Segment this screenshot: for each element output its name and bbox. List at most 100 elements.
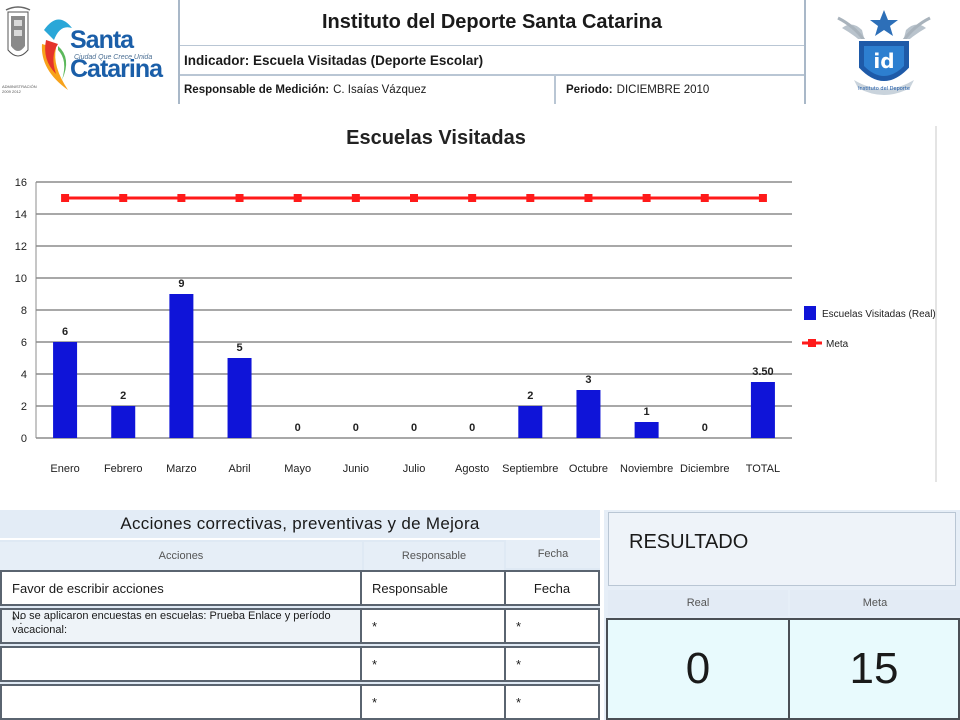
accion-bullet-1: * : xyxy=(12,615,23,627)
responsable-value: C. Isaías Vázquez xyxy=(333,84,427,96)
responsable-cell-1[interactable]: * xyxy=(360,608,506,644)
instituto-deporte-logo-area: id Instituto del Deporte xyxy=(804,0,960,104)
x-tick-label-7: Agosto xyxy=(455,463,489,475)
y-tick-label-0: 0 xyxy=(21,433,27,445)
x-tick-label-6: Julio xyxy=(403,463,426,475)
municipal-crest-icon xyxy=(5,6,31,57)
bar-label-6: 0 xyxy=(411,422,417,434)
meta-point-6 xyxy=(410,194,418,202)
x-tick-label-11: Diciembre xyxy=(680,463,730,475)
meta-point-12 xyxy=(758,194,767,202)
x-tick-label-10: Noviembre xyxy=(620,463,673,475)
instituto-deporte-logo-icon: id Instituto del Deporte xyxy=(837,10,931,95)
x-tick-label-3: Abril xyxy=(229,463,251,475)
bar-label-9: 3 xyxy=(585,374,591,386)
bar-2 xyxy=(169,294,194,438)
bar-label-1: 2 xyxy=(120,390,126,402)
chart-meta-line xyxy=(61,194,767,202)
accion-cell-1[interactable]: * : No se aplicaron encuestas en escuela… xyxy=(0,608,362,644)
resultado-title: RESULTADO xyxy=(629,531,749,553)
accion-cell-3[interactable] xyxy=(0,684,362,720)
chart-grid xyxy=(36,181,792,439)
indicator-label: Indicador: Escuela Visitadas (Deporte Es… xyxy=(180,46,804,76)
bar-12 xyxy=(750,382,775,438)
y-tick-label-7: 14 xyxy=(15,209,27,221)
resultado-title-box: RESULTADO xyxy=(608,512,956,586)
id-logo-caption: Instituto del Deporte xyxy=(858,86,910,92)
chart-title: Escuelas Visitadas xyxy=(346,127,526,149)
bar-label-10: 1 xyxy=(644,406,650,418)
acciones-panel: Acciones correctivas, preventivas y de M… xyxy=(0,510,600,720)
santa-catarina-logo-area: ADMINISTRACIÓN 2009 2012 Santa Catarina … xyxy=(0,0,180,104)
acciones-title: Acciones correctivas, preventivas y de M… xyxy=(0,510,600,540)
brand-name: Santa Catarina xyxy=(70,26,163,83)
meta-point-5 xyxy=(351,194,360,202)
meta-point-1 xyxy=(119,194,128,202)
real-header: Real xyxy=(608,590,788,616)
resultado-panel: RESULTADO Real Meta 0 15 xyxy=(604,510,960,720)
y-tick-label-4: 8 xyxy=(21,305,27,317)
legend-meta-marker xyxy=(808,339,816,347)
x-tick-label-9: Octubre xyxy=(569,463,608,475)
responsable-cell-3[interactable]: * xyxy=(360,684,506,720)
chart-x-axis: Enero Febrero Marzo Abril Mayo Junio Julio Agos… xyxy=(50,463,780,475)
fecha-cell-2[interactable]: * xyxy=(504,646,600,682)
x-tick-label-0: Enero xyxy=(50,463,79,475)
fecha-cell-0[interactable]: Fecha xyxy=(504,570,600,606)
chart-background xyxy=(0,112,960,490)
meta-point-2 xyxy=(177,194,186,202)
meta-point-3 xyxy=(235,194,244,202)
institute-title: Instituto del Deporte Santa Catarina xyxy=(180,0,804,46)
bar-label-7: 0 xyxy=(469,422,475,434)
bar-label-0: 6 xyxy=(62,326,68,338)
responsable-cell-0[interactable]: Responsable xyxy=(360,570,506,606)
bar-9 xyxy=(576,390,601,438)
legend-real-label: Escuelas Visitadas (Real) xyxy=(822,309,936,320)
responsable-col-header: Responsable xyxy=(364,542,504,570)
fecha-cell-3[interactable]: * xyxy=(504,684,600,720)
y-tick-label-3: 6 xyxy=(21,337,27,349)
chart-bars: 6 2 9 5 0 0 0 0 2 3 1 0 3.50 xyxy=(53,278,775,438)
y-tick-label-2: 4 xyxy=(21,369,27,381)
legend-real-swatch xyxy=(804,306,816,320)
bar-label-8: 2 xyxy=(527,390,533,402)
responsable-field: Responsable de Medición: C. Isaías Vázqu… xyxy=(180,76,556,104)
legend-meta-label: Meta xyxy=(826,339,849,350)
id-logo-letters: id xyxy=(873,49,894,73)
periodo-label: Periodo: xyxy=(566,84,613,96)
bar-label-12: 3.50 xyxy=(752,366,773,378)
fecha-col-header: Fecha xyxy=(506,540,600,568)
chart-y-axis: 0 2 4 6 8 10 12 14 16 xyxy=(15,177,37,445)
accion-cell-0[interactable]: Favor de escribir acciones xyxy=(0,570,362,606)
header-info: Instituto del Deporte Santa Catarina Ind… xyxy=(180,0,804,104)
periodo-value: DICIEMBRE 2010 xyxy=(616,84,710,96)
x-tick-label-8: Septiembre xyxy=(502,463,558,475)
y-tick-label-6: 12 xyxy=(15,241,27,253)
responsable-label: Responsable de Medición: xyxy=(184,84,330,96)
meta-value: 15 xyxy=(788,618,960,720)
brand-tagline: Ciudad Que Crece Unida xyxy=(74,54,153,61)
responsable-cell-2[interactable]: * xyxy=(360,646,506,682)
bar-3 xyxy=(227,358,252,438)
acciones-col-header: Acciones xyxy=(0,542,362,570)
crest-caption: ADMINISTRACIÓN 2009 2012 xyxy=(2,84,37,94)
meta-header: Meta xyxy=(790,590,960,616)
meta-point-10 xyxy=(642,194,651,202)
bar-label-3: 5 xyxy=(236,342,242,354)
x-tick-label-4: Mayo xyxy=(284,463,311,475)
bar-10 xyxy=(634,422,659,438)
chart-legend: Escuelas Visitadas (Real) Meta xyxy=(802,306,936,350)
y-tick-label-1: 2 xyxy=(21,401,27,413)
accion-text-1: No se aplicaron encuestas en escuelas: P… xyxy=(12,610,331,636)
bar-0 xyxy=(53,342,78,438)
fecha-cell-1[interactable]: * xyxy=(504,608,600,644)
accion-cell-2[interactable] xyxy=(0,646,362,682)
meta-point-8 xyxy=(526,194,535,202)
bar-label-5: 0 xyxy=(353,422,359,434)
bar-label-2: 9 xyxy=(178,278,184,290)
meta-point-11 xyxy=(700,194,709,202)
periodo-field: Periodo: DICIEMBRE 2010 xyxy=(556,76,804,104)
meta-point-7 xyxy=(468,194,477,202)
x-tick-label-5: Junio xyxy=(343,463,369,475)
